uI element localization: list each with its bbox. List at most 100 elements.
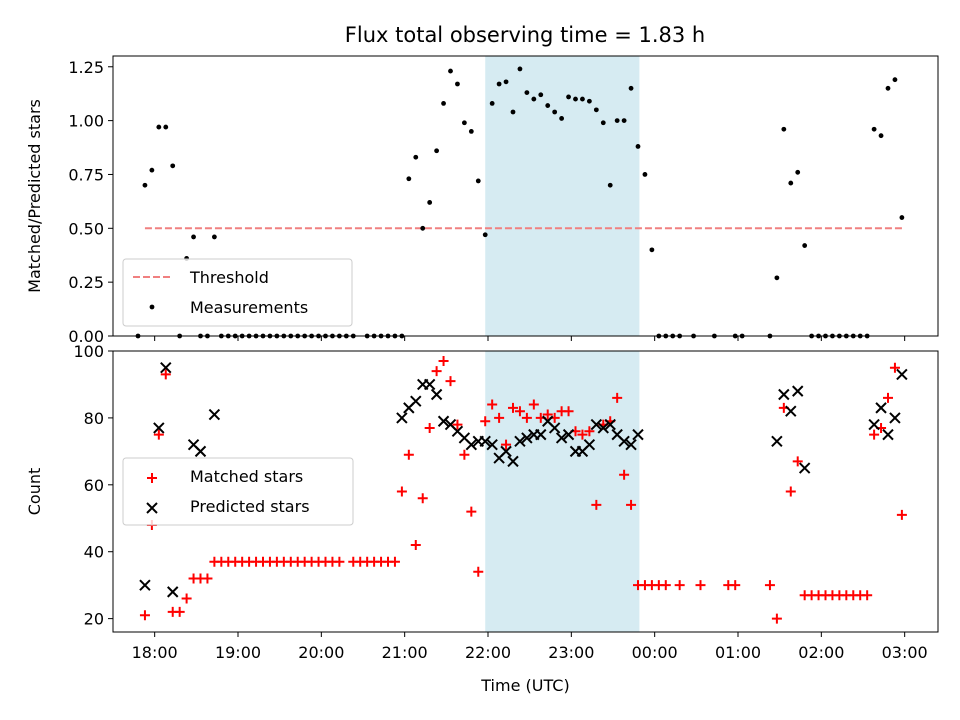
predicted-star-point <box>604 418 616 431</box>
legend-label-threshold: Threshold <box>189 268 269 287</box>
matched-star-point <box>508 402 518 413</box>
measurement-point <box>475 178 481 184</box>
measurement-point <box>191 234 196 240</box>
matched-star-point <box>480 416 491 427</box>
measurement-point <box>871 126 877 132</box>
matched-star-point <box>521 412 532 423</box>
measurement-point <box>559 116 565 121</box>
measurement-point <box>538 92 544 98</box>
measurement-point <box>510 109 516 115</box>
matched-star-point <box>403 449 414 460</box>
x-tick-label: 19:00 <box>215 643 261 662</box>
measurement-point <box>211 234 217 240</box>
measurement-point <box>149 167 155 173</box>
matched-star-point <box>139 610 150 621</box>
measurement-point <box>573 96 578 102</box>
measurement-point <box>885 85 891 91</box>
matched-star-point <box>660 580 671 591</box>
y-tick-label: 20 <box>84 610 104 629</box>
y-tick-label: 0.50 <box>68 219 104 238</box>
measurement-point <box>642 172 648 177</box>
measurement-point <box>788 180 794 186</box>
measurement-point <box>552 109 558 115</box>
predicted-star-point <box>632 428 644 441</box>
matched-star-point <box>459 449 470 460</box>
x-tick-label: 01:00 <box>715 643 761 662</box>
predicted-star-point <box>139 579 151 591</box>
x-tick-label: 21:00 <box>382 643 428 662</box>
matched-star-point <box>896 509 907 520</box>
x-tick-label: 22:00 <box>465 643 511 662</box>
x-tick-label: 20:00 <box>298 643 344 662</box>
measurement-point <box>781 126 787 132</box>
axes-frame <box>112 55 939 337</box>
measurement-point <box>600 120 606 126</box>
x-tick-label: 00:00 <box>632 643 678 662</box>
matched-star-point <box>612 392 623 403</box>
measurement-point <box>441 100 446 106</box>
predicted-star-point <box>798 462 811 474</box>
measurement-point <box>614 118 620 124</box>
measurement-point <box>468 128 474 134</box>
matched-star-point <box>869 429 880 440</box>
y-tick-label: 100 <box>73 342 104 361</box>
predicted-star-point <box>208 408 221 421</box>
matched-star-point <box>730 580 741 591</box>
measurement-point <box>406 176 412 182</box>
highlight-span <box>485 56 640 336</box>
matched-star-point <box>514 406 525 417</box>
y-tick-label: 0.25 <box>68 273 104 292</box>
measurement-point <box>593 107 599 113</box>
matched-star-point <box>528 399 539 410</box>
matched-star-point <box>153 429 164 440</box>
y-tick-label: 0.75 <box>68 165 104 184</box>
predicted-star-point <box>430 388 443 401</box>
predicted-star-point <box>486 438 498 451</box>
predicted-star-point <box>479 435 491 448</box>
matched-star-point <box>501 439 512 450</box>
measurement-point <box>795 169 801 175</box>
predicted-star-point <box>771 435 783 448</box>
predicted-star-point <box>875 402 887 414</box>
legend-top: Threshold Measurements <box>122 258 353 327</box>
measurement-point <box>531 96 537 102</box>
y-tick-label: 1.00 <box>68 112 104 131</box>
y-tick-label: 60 <box>84 476 104 495</box>
predicted-star-point <box>889 412 901 424</box>
measurement-point <box>482 232 488 238</box>
x-axis-label: Time (UTC) <box>480 676 569 695</box>
matched-star-point <box>438 356 449 367</box>
predicted-star-point <box>555 432 568 444</box>
predicted-star-point <box>792 385 804 397</box>
predicted-star-point <box>583 438 596 451</box>
top-axes: 0.00 0.25 0.50 0.75 1.00 1.25 Matched/Predicte… <box>25 55 939 346</box>
matched-star-point <box>591 499 602 510</box>
matched-star-point <box>445 376 456 387</box>
predicted-star-point <box>410 395 422 407</box>
measurement-point <box>774 275 780 281</box>
legend-matched-swatch <box>147 473 157 483</box>
bottom-axes: 20 40 60 80 100 18:00 19:00 20:00 21:00 22:00 23:0… <box>25 342 939 695</box>
legend-label-measurements: Measurements <box>190 298 308 317</box>
y-tick-label: 80 <box>84 409 104 428</box>
matched-star-point <box>487 399 498 410</box>
matched-star-point <box>174 606 185 617</box>
predicted-star-point <box>868 418 880 431</box>
measurement-point <box>892 77 898 83</box>
predicted-star-point <box>548 422 561 434</box>
legend-measurements-swatch <box>149 304 155 310</box>
matched-star-point <box>619 469 630 480</box>
matched-star-point <box>202 573 213 584</box>
measurement-point <box>586 98 592 104</box>
measurement-point <box>517 66 523 72</box>
x-tick-label: 18:00 <box>132 643 178 662</box>
measurement-point <box>628 85 634 91</box>
predicted-star-point <box>618 435 630 448</box>
matched-star-point <box>334 556 345 567</box>
measurement-point <box>427 200 433 205</box>
measurement-point <box>649 247 655 253</box>
matched-star-point <box>889 362 900 373</box>
measurement-point <box>448 68 453 74</box>
matched-star-point <box>424 422 435 433</box>
